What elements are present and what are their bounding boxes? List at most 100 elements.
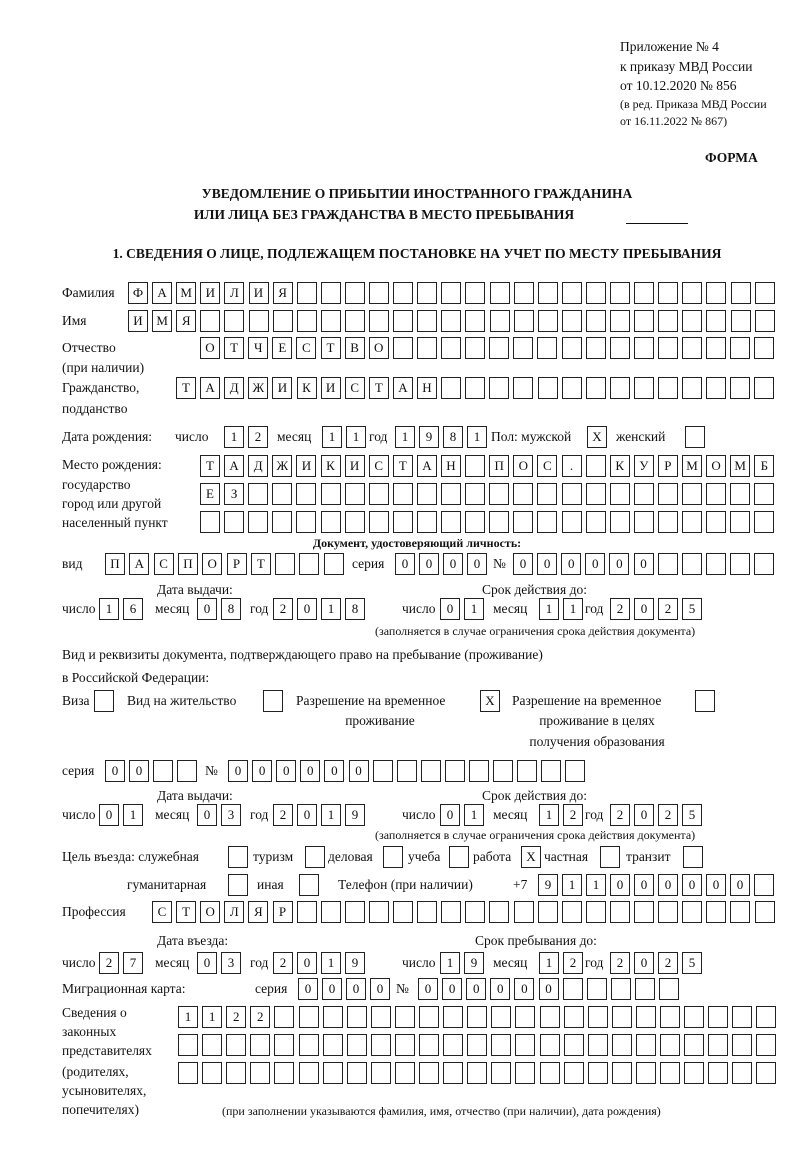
mc-number-box[interactable]: 0 [442,978,463,1000]
citizenship-box[interactable]: Д [224,377,245,399]
month-box[interactable]: 1 [563,598,583,620]
profession-box[interactable] [344,901,365,923]
doc-type-box[interactable]: П [177,553,198,575]
representatives-box[interactable] [467,1062,488,1084]
birthplace-box[interactable]: З [224,483,245,505]
representatives-box[interactable] [708,1034,729,1056]
representatives-box[interactable] [370,1062,391,1084]
profession-box[interactable]: Т [176,901,197,923]
representatives-box[interactable] [684,1006,705,1028]
month-box[interactable]: 1 [539,804,559,826]
representatives-box[interactable] [611,1006,632,1028]
surname-box[interactable] [706,282,727,304]
birthplace-box[interactable]: О [513,455,534,477]
surname-box[interactable]: И [200,282,221,304]
profession-box[interactable] [609,901,630,923]
representatives-box[interactable] [539,1006,560,1028]
mc-number-box[interactable]: 0 [514,978,535,1000]
surname-box[interactable] [489,282,510,304]
profession-box[interactable] [754,901,775,923]
name-box[interactable] [513,310,534,332]
birthplace-box[interactable] [248,511,269,533]
year-box[interactable]: 2 [658,804,678,826]
name-box[interactable] [634,310,655,332]
profession-box[interactable] [320,901,341,923]
representatives-box[interactable] [274,1006,295,1028]
birthplace-box[interactable] [224,511,245,533]
birthplace-box[interactable] [248,483,269,505]
profession-box[interactable] [537,901,558,923]
res-number-box[interactable]: 0 [348,760,369,782]
mc-number-box[interactable]: 0 [466,978,487,1000]
representatives-box[interactable] [419,1034,439,1056]
doc-number-box[interactable] [657,553,678,575]
birthplace-box[interactable] [657,511,678,533]
purpose-humanitarian-checkbox[interactable] [228,874,248,896]
temp-permit-checkbox[interactable]: X [480,690,500,712]
representatives-box[interactable] [298,1006,319,1028]
name-box[interactable] [730,310,751,332]
profession-box[interactable] [417,901,438,923]
birthplace-box[interactable] [200,511,220,533]
patronymic-box[interactable] [561,337,582,359]
birth-month-box[interactable]: 1 [322,426,342,448]
res-number-box[interactable] [444,760,465,782]
res-series-box[interactable] [153,760,173,782]
day-box[interactable]: 2 [99,952,119,974]
doc-type-box[interactable]: О [202,553,223,575]
citizenship-box[interactable]: А [392,377,413,399]
citizenship-box[interactable] [730,377,751,399]
year-box[interactable]: 0 [297,804,317,826]
name-box[interactable] [224,310,245,332]
name-box[interactable]: Я [176,310,197,332]
birthplace-box[interactable] [561,483,582,505]
doc-number-box[interactable]: 0 [537,553,558,575]
representatives-box[interactable]: 1 [202,1006,223,1028]
month-box[interactable]: 0 [197,952,217,974]
month-box[interactable]: 3 [221,804,241,826]
doc-type-box[interactable]: Т [250,553,271,575]
doc-number-box[interactable]: 0 [609,553,630,575]
birthplace-box[interactable] [368,483,389,505]
phone-box[interactable]: 0 [706,874,726,896]
representatives-box[interactable] [491,1006,512,1028]
representatives-box[interactable] [708,1006,729,1028]
res-series-box[interactable] [177,760,197,782]
birth-year-box[interactable]: 1 [395,426,415,448]
doc-number-box[interactable] [729,553,750,575]
citizenship-box[interactable] [441,377,462,399]
representatives-box[interactable] [732,1062,753,1084]
birthplace-box[interactable]: А [416,455,437,477]
representatives-box[interactable] [539,1062,560,1084]
surname-box[interactable] [682,282,703,304]
year-box[interactable]: 5 [682,952,702,974]
representatives-box[interactable] [708,1062,729,1084]
month-box[interactable]: 0 [197,804,217,826]
representatives-box[interactable] [563,1006,584,1028]
birthplace-box[interactable] [465,455,486,477]
birthplace-box[interactable]: Д [248,455,269,477]
year-box[interactable]: 8 [345,598,365,620]
representatives-box[interactable] [660,1034,680,1056]
representatives-box[interactable] [635,1062,656,1084]
birthplace-box[interactable]: Ж [272,455,293,477]
representatives-box[interactable] [611,1034,632,1056]
mc-series-box[interactable]: 0 [346,978,366,1000]
birthplace-box[interactable] [416,483,437,505]
surname-box[interactable] [610,282,630,304]
day-box[interactable]: 7 [123,952,143,974]
representatives-box[interactable] [274,1034,295,1056]
doc-type-box[interactable]: А [129,553,150,575]
doc-number-box[interactable] [705,553,726,575]
doc-type-box[interactable] [275,553,296,575]
name-box[interactable] [658,310,679,332]
citizenship-box[interactable]: И [320,377,341,399]
phone-box[interactable]: 9 [538,874,558,896]
surname-box[interactable]: Л [224,282,245,304]
purpose-work-checkbox[interactable]: X [521,846,541,868]
birthplace-box[interactable] [730,511,751,533]
birthplace-box[interactable]: . [561,455,582,477]
year-box[interactable]: 1 [321,804,341,826]
birthplace-box[interactable] [513,511,534,533]
purpose-business-checkbox[interactable] [383,846,403,868]
